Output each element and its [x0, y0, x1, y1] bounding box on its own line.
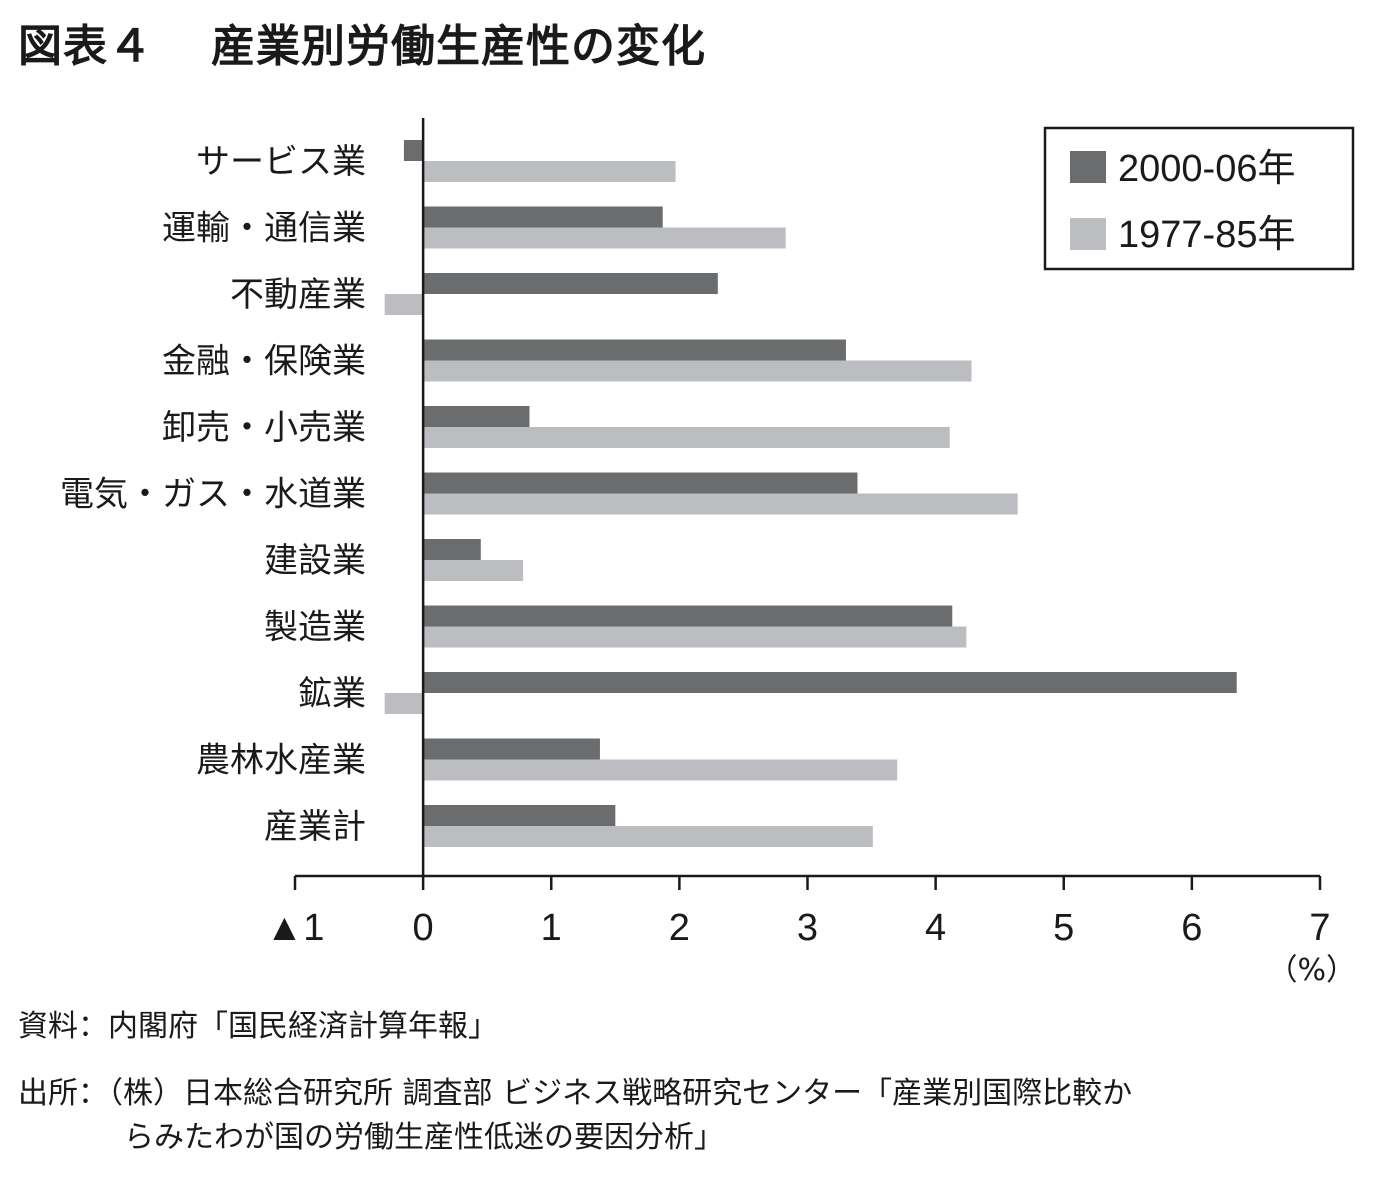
- bar-chart: サービス業運輸・通信業不動産業金融・保険業卸売・小売業電気・ガス・水道業建設業製…: [60, 118, 1356, 988]
- x-tick-label: 3: [797, 907, 818, 949]
- legend: 2000-06年 1977-85年: [1043, 126, 1355, 271]
- bar-1977-85: [423, 227, 786, 249]
- legend-label-1977-85: 1977-85年: [1118, 214, 1295, 256]
- bar-2000-06: [423, 738, 600, 760]
- bar-2000-06: [423, 805, 616, 826]
- title-text: 産業別労働生産性の変化: [211, 21, 706, 72]
- bars: [384, 140, 1237, 847]
- bar-1977-85: [423, 427, 950, 448]
- bar-2000-06: [423, 206, 663, 228]
- x-tick-label: 0: [413, 907, 434, 949]
- category-label: 電気・ガス・水道業: [60, 475, 366, 515]
- bar-1977-85: [423, 826, 873, 847]
- category-label: 卸売・小売業: [162, 408, 366, 448]
- source-note: 出所：（株）日本総合研究所 調査部 ビジネス戦略研究センター「産業別国際比較か …: [18, 1072, 1132, 1160]
- source-data-note: 資料：内閣府「国民経済計算年報」: [18, 1009, 498, 1044]
- bar-2000-06: [423, 539, 481, 560]
- figure-number: 図表４: [18, 21, 153, 72]
- category-labels: サービス業運輸・通信業不動産業金融・保険業卸売・小売業電気・ガス・水道業建設業製…: [60, 142, 366, 847]
- bar-1977-85: [423, 759, 898, 781]
- bar-1977-85: [423, 560, 524, 581]
- bar-2000-06: [423, 273, 718, 294]
- source-note-line2: らみたわが国の労働生産性低迷の要因分析」: [124, 1120, 724, 1155]
- bar-1977-85: [384, 693, 424, 714]
- category-label: 鉱業: [298, 674, 366, 714]
- bar-1977-85: [423, 161, 676, 182]
- source-note-line1: 出所：（株）日本総合研究所 調査部 ビジネス戦略研究センター「産業別国際比較か: [18, 1076, 1133, 1111]
- bar-2000-06: [423, 472, 858, 494]
- bar-1977-85: [423, 360, 972, 382]
- bar-1977-85: [423, 626, 967, 648]
- bar-2000-06: [423, 605, 953, 627]
- category-label: サービス業: [196, 142, 366, 182]
- bar-1977-85: [423, 493, 1018, 515]
- x-tick-label: 1: [541, 907, 562, 949]
- category-label: 金融・保険業: [162, 342, 366, 382]
- category-label: 運輸・通信業: [162, 209, 366, 249]
- x-axis: ▲1 0 1 2 3 4 5 6 7: [266, 874, 1331, 949]
- bar-1977-85: [384, 294, 424, 315]
- bar-2000-06: [423, 406, 530, 427]
- bar-2000-06: [423, 672, 1237, 693]
- x-tick-label: 2: [669, 907, 690, 949]
- x-tick-label: 5: [1053, 907, 1074, 949]
- bar-2000-06: [423, 339, 846, 361]
- legend-label-2000-06: 2000-06年: [1118, 148, 1295, 190]
- legend-swatch-1977-85: [1070, 218, 1106, 250]
- bar-2000-06: [403, 140, 424, 161]
- category-label: 不動産業: [230, 275, 366, 315]
- category-label: 建設業: [264, 541, 366, 581]
- category-label: 農林水産業: [196, 741, 366, 781]
- category-label: 産業計: [264, 807, 366, 847]
- x-axis-unit: （%）: [1267, 953, 1356, 988]
- x-tick-label: 7: [1309, 907, 1330, 949]
- category-label: 製造業: [264, 608, 366, 648]
- legend-swatch-2000-06: [1070, 151, 1106, 183]
- x-tick-label: ▲1: [266, 907, 325, 949]
- chart-title: 図表４ 産業別労働生産性の変化: [18, 10, 706, 74]
- x-tick-label: 6: [1181, 907, 1202, 949]
- x-tick-label: 4: [925, 907, 946, 949]
